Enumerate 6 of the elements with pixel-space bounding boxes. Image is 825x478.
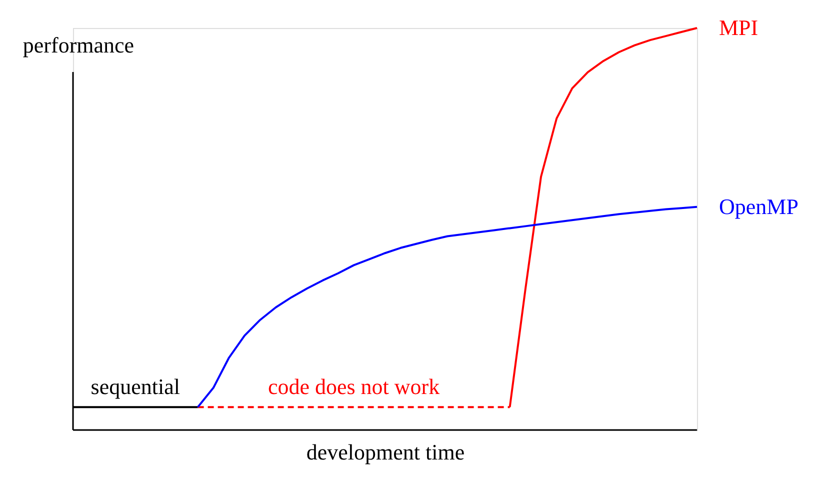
x-axis-title: development time: [306, 440, 465, 464]
series-label: code does not work: [268, 374, 440, 400]
y-axis-title: performance: [22, 32, 134, 58]
series-label: sequential: [90, 374, 180, 400]
series-label: MPI: [719, 15, 758, 40]
series-label: OpenMP: [719, 194, 798, 219]
